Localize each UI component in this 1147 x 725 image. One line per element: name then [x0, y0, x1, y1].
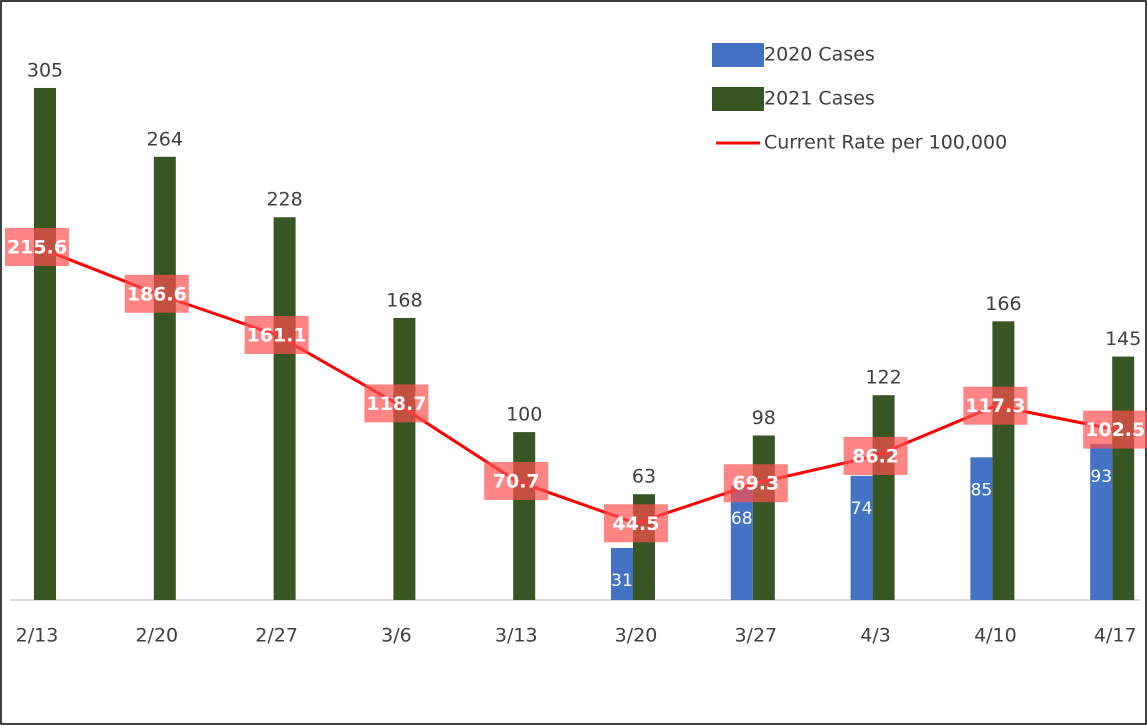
x-tick-label: 3/6	[381, 625, 412, 647]
data-label: 74	[851, 499, 873, 519]
legend-label: 2020 Cases	[764, 44, 875, 66]
bar	[1090, 443, 1113, 600]
data-label: 118.7	[366, 393, 426, 415]
data-label: 100	[506, 404, 542, 426]
data-label: 161.1	[247, 324, 307, 346]
bar	[393, 317, 416, 600]
data-label: 70.7	[493, 470, 540, 492]
data-label-box	[604, 504, 668, 543]
x-tick-label: 3/13	[495, 625, 538, 647]
bar	[34, 87, 56, 600]
legend-label: 2021 Cases	[764, 88, 875, 110]
x-tick-label: 4/10	[974, 625, 1017, 647]
data-label-box	[843, 436, 908, 475]
data-label-box	[484, 461, 549, 500]
legend-label: Current Rate per 100,000	[764, 132, 1007, 154]
bar	[872, 395, 895, 600]
x-tick-label: 2/13	[16, 625, 59, 647]
legend-swatch	[712, 87, 764, 111]
data-label: 228	[266, 189, 302, 211]
data-label: 186.6	[127, 283, 187, 305]
data-label: 168	[386, 289, 422, 311]
data-label-box	[1083, 410, 1147, 449]
data-label-box	[963, 386, 1028, 425]
bar	[273, 217, 296, 600]
data-label: 117.3	[965, 395, 1025, 417]
data-label: 69.3	[732, 473, 779, 495]
data-label: 93	[1090, 467, 1112, 487]
bar	[1112, 356, 1135, 600]
data-label: 68	[731, 509, 753, 529]
data-label: 264	[147, 128, 183, 150]
legend-swatch	[712, 43, 764, 67]
data-label: 145	[1105, 328, 1141, 350]
x-tick-label: 4/3	[860, 625, 891, 647]
x-tick-label: 2/20	[135, 625, 178, 647]
data-label-box	[124, 274, 189, 313]
bar	[752, 435, 775, 600]
data-label: 85	[971, 480, 993, 500]
data-label-box	[723, 464, 788, 503]
bar	[513, 432, 536, 600]
x-tick-label: 3/27	[734, 625, 777, 647]
data-label: 44.5	[613, 513, 660, 535]
bar	[611, 547, 633, 600]
bar	[153, 156, 176, 601]
data-label: 63	[632, 466, 656, 488]
data-label-box	[364, 384, 429, 423]
bar	[970, 457, 993, 600]
x-tick-label: 3/20	[615, 625, 658, 647]
x-tick-label: 4/17	[1094, 625, 1137, 647]
data-label: 305	[27, 59, 63, 81]
x-tick-label: 2/27	[255, 625, 298, 647]
bar	[730, 485, 753, 600]
data-label: 98	[752, 407, 776, 429]
bar	[850, 475, 873, 600]
data-label: 31	[611, 571, 633, 591]
data-label: 122	[865, 367, 901, 389]
data-label: 215.6	[7, 236, 67, 258]
bar	[992, 321, 1015, 600]
data-label-box	[5, 227, 69, 266]
data-label: 166	[985, 293, 1021, 315]
data-label-box	[244, 315, 309, 354]
data-label: 86.2	[852, 445, 899, 467]
line	[36, 245, 1116, 525]
data-label: 102.5	[1085, 419, 1145, 441]
